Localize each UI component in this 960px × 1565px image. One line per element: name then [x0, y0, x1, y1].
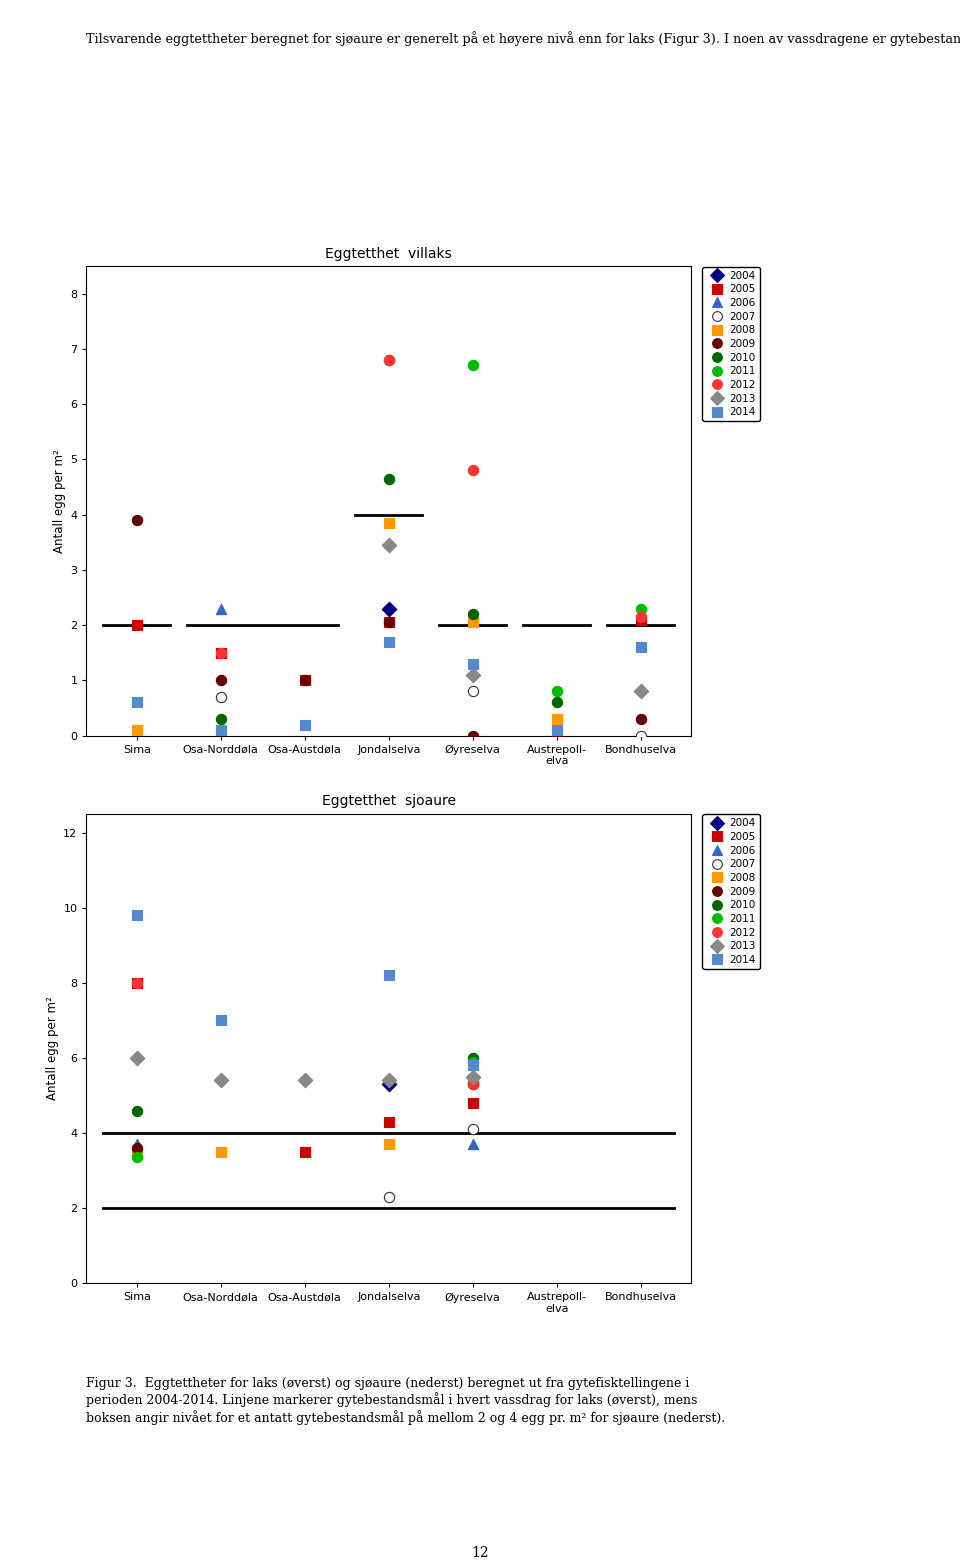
- Point: [634, 679, 649, 704]
- Point: [381, 1185, 396, 1210]
- Point: [465, 1053, 480, 1078]
- Point: [129, 1099, 144, 1124]
- Point: [213, 1067, 228, 1092]
- Point: [465, 1131, 480, 1157]
- Point: [381, 532, 396, 557]
- Point: [298, 1067, 313, 1092]
- Point: [465, 679, 480, 704]
- Point: [298, 712, 313, 737]
- Point: [213, 1008, 228, 1033]
- Point: [549, 690, 564, 715]
- Point: [465, 723, 480, 748]
- Point: [465, 601, 480, 626]
- Point: [213, 706, 228, 731]
- Title: Eggtetthet  sjoaure: Eggtetthet sjoaure: [322, 795, 456, 809]
- Point: [381, 466, 396, 491]
- Point: [465, 651, 480, 676]
- Point: [634, 596, 649, 621]
- Point: [129, 1146, 144, 1171]
- Point: [213, 1139, 228, 1164]
- Title: Eggtetthet  villaks: Eggtetthet villaks: [325, 247, 452, 261]
- Point: [213, 668, 228, 693]
- Point: [465, 1064, 480, 1089]
- Point: [381, 962, 396, 988]
- Point: [465, 354, 480, 379]
- Point: [381, 610, 396, 635]
- Point: [634, 706, 649, 731]
- Point: [381, 1110, 396, 1135]
- Point: [634, 604, 649, 629]
- Text: Tilsvarende eggtettheter beregnet for sjøaure er generelt på et høyere nivå enn : Tilsvarende eggtettheter beregnet for sj…: [86, 31, 960, 47]
- Point: [381, 347, 396, 372]
- Point: [465, 1049, 480, 1074]
- Point: [634, 607, 649, 632]
- Point: [298, 668, 313, 693]
- Point: [298, 668, 313, 693]
- Point: [465, 1117, 480, 1142]
- Point: [213, 640, 228, 665]
- Point: [465, 1045, 480, 1070]
- Point: [213, 717, 228, 742]
- Point: [381, 347, 396, 372]
- Point: [549, 717, 564, 742]
- Point: [129, 970, 144, 995]
- Point: [465, 1072, 480, 1097]
- Point: [129, 1045, 144, 1070]
- Y-axis label: Antall egg per m²: Antall egg per m²: [46, 997, 60, 1100]
- Point: [465, 459, 480, 484]
- Point: [634, 635, 649, 660]
- Point: [129, 903, 144, 928]
- Point: [381, 1072, 396, 1097]
- Point: [465, 1067, 480, 1092]
- Point: [129, 507, 144, 532]
- Point: [129, 1139, 144, 1164]
- Point: [213, 596, 228, 621]
- Legend: 2004, 2005, 2006, 2007, 2008, 2009, 2010, 2011, 2012, 2013, 2014: 2004, 2005, 2006, 2007, 2008, 2009, 2010…: [703, 814, 760, 969]
- Point: [381, 610, 396, 635]
- Point: [634, 723, 649, 748]
- Text: 12: 12: [471, 1546, 489, 1560]
- Point: [465, 1072, 480, 1097]
- Point: [129, 717, 144, 742]
- Point: [465, 610, 480, 635]
- Point: [381, 1067, 396, 1092]
- Point: [381, 596, 396, 621]
- Point: [549, 679, 564, 704]
- Legend: 2004, 2005, 2006, 2007, 2008, 2009, 2010, 2011, 2012, 2013, 2014: 2004, 2005, 2006, 2007, 2008, 2009, 2010…: [703, 266, 760, 421]
- Point: [465, 610, 480, 635]
- Point: [129, 690, 144, 715]
- Point: [381, 510, 396, 535]
- Point: [213, 684, 228, 709]
- Point: [129, 1131, 144, 1157]
- Point: [129, 1136, 144, 1161]
- Point: [465, 662, 480, 687]
- Point: [549, 706, 564, 731]
- Point: [381, 629, 396, 654]
- Point: [465, 1091, 480, 1116]
- Point: [549, 723, 564, 748]
- Text: Figur 3.  Eggtettheter for laks (øverst) og sjøaure (nederst) beregnet ut fra gy: Figur 3. Eggtettheter for laks (øverst) …: [86, 1377, 726, 1424]
- Point: [381, 1131, 396, 1157]
- Point: [213, 640, 228, 665]
- Point: [129, 970, 144, 995]
- Y-axis label: Antall egg per m²: Antall egg per m²: [53, 449, 66, 552]
- Point: [129, 612, 144, 637]
- Point: [298, 1139, 313, 1164]
